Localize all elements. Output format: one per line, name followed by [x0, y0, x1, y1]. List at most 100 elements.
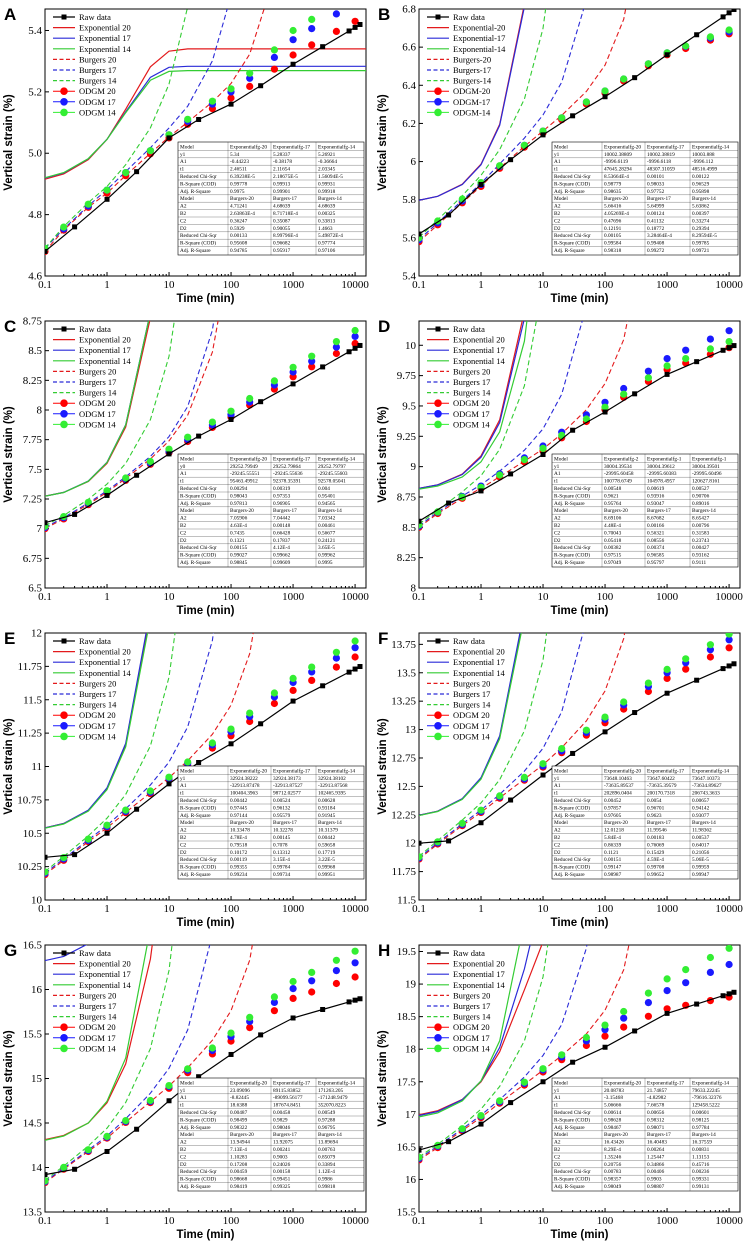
table-cell: 0.99652 — [647, 872, 665, 878]
table-cell: 0.00119 — [230, 857, 247, 863]
table-cell: D2 — [554, 226, 561, 232]
legend-swatch-marker — [435, 950, 441, 956]
table-cell: 7.66578 — [647, 1103, 665, 1109]
raw-data-point — [602, 1044, 608, 1050]
raw-data-point — [346, 669, 352, 675]
odgm-17-point — [332, 10, 340, 18]
table-cell: 0.00657 — [692, 798, 710, 804]
table-cell: A2 — [180, 204, 187, 210]
raw-data-point — [570, 750, 576, 756]
table-cell: 10003.888 — [692, 152, 715, 158]
table-cell: 0.97144 — [230, 813, 248, 819]
panel-letter: F — [378, 629, 388, 648]
odgm-14-point — [620, 698, 628, 706]
table-cell: Exponentialfg-1 — [692, 455, 727, 462]
legend-label: Burgers-20 — [453, 54, 491, 64]
odgm-14-point — [227, 407, 235, 415]
table-cell: 0.20756 — [604, 1162, 622, 1168]
odgm-14-point — [582, 726, 590, 734]
table-cell: 0.99325 — [273, 1184, 291, 1190]
odgm-14-point — [558, 1051, 566, 1059]
table-cell: Exponentialfg-17 — [273, 143, 310, 150]
plot-area — [419, 633, 737, 863]
table-cell: B2 — [180, 1147, 187, 1153]
odgm-14-point — [184, 115, 192, 123]
table-cell: 30004.39501 — [692, 464, 720, 470]
y-tick-label: 4.8 — [28, 209, 42, 221]
y-tick-label: 12.5 — [397, 781, 417, 793]
table-cell: 12.01218 — [604, 828, 624, 834]
legend-swatch-marker — [435, 14, 441, 20]
table-cell: 30004.39612 — [647, 464, 675, 470]
raw-data-point — [290, 1015, 296, 1021]
legend-label: Raw data — [453, 948, 485, 958]
odgm-17-point — [725, 960, 733, 969]
table-cell: 8.29E-4 — [604, 1147, 621, 1153]
odgm-20-point — [246, 82, 254, 90]
table-cell: Model — [180, 196, 194, 202]
odgm-14-point — [663, 362, 671, 370]
table-cell: Exponentialfg-20 — [230, 143, 267, 150]
table-cell: Model — [180, 820, 194, 826]
table-cell: 7.13E-4 — [230, 1147, 247, 1153]
legend-label: Exponential-17 — [453, 33, 505, 43]
panel-g-chart: G 0.1 1 10 100 1000 10000 13.5 14 14.5 15 15.5 16 16.… — [3, 940, 369, 1242]
raw-data-point — [508, 157, 514, 163]
table-cell: 0.99913 — [273, 181, 291, 187]
table-cell: R-Square (COD) — [180, 864, 216, 871]
odgm-14-point — [184, 1065, 192, 1073]
legend-swatch-marker — [60, 87, 68, 95]
table-cell: C2 — [554, 1154, 561, 1160]
raw-data-point — [446, 838, 452, 844]
table-cell: R-Square (COD) — [554, 240, 590, 247]
legend-swatch-marker — [434, 1034, 442, 1042]
table-cell: 0.18772 — [647, 226, 665, 232]
table-cell: Exponentialfg-20 — [230, 767, 267, 774]
exponential-20-line — [419, 321, 523, 489]
raw-data-point — [540, 132, 546, 138]
legend-swatch-marker — [60, 1044, 68, 1053]
odgm-14-point — [496, 1097, 504, 1105]
table-cell: 0.98322 — [230, 1125, 248, 1131]
table-cell: 0.98987 — [604, 872, 622, 878]
raw-data-point — [694, 677, 700, 683]
table-cell: Exponentialfg-14 — [692, 143, 729, 150]
table-cell: 0.89016 — [692, 501, 710, 507]
table-cell: 0.15429 — [647, 850, 665, 856]
panel-letter: C — [4, 317, 16, 336]
burgers-14-line — [45, 321, 175, 527]
table-cell: -89099.56177 — [273, 1095, 303, 1101]
x-tick-label: 100 — [597, 1215, 614, 1227]
y-tick-label: 10.75 — [17, 794, 42, 806]
table-cell: 0.97813 — [230, 501, 248, 507]
plot-area — [419, 321, 737, 531]
table-cell: 32924.38222 — [230, 776, 258, 782]
burgers-17-line — [419, 9, 585, 241]
legend-label: Burgers 17 — [79, 65, 116, 75]
table-cell: 0.95917 — [273, 248, 291, 254]
table-cell: A2 — [554, 828, 561, 834]
odgm-17-point — [725, 636, 733, 644]
table-cell: 0.00105 — [604, 233, 622, 239]
raw-data-point — [632, 1028, 638, 1034]
x-tick-label: 10000 — [715, 903, 743, 915]
panel-a-chart: A 0.1 1 10 100 1000 10000 4.6 4.8 5.0 5.2 5.4 Time (… — [3, 5, 369, 305]
x-tick-label: 10 — [538, 903, 550, 915]
table-cell: R-Square (COD) — [554, 864, 590, 871]
table-cell: Exponentialfg-20 — [604, 143, 641, 150]
raw-data-point — [726, 663, 732, 669]
table-cell: 0.9986 — [318, 1177, 333, 1183]
odgm-14-point — [601, 1021, 609, 1029]
x-tick-label: 0.1 — [412, 1215, 426, 1227]
odgm-14-point — [45, 868, 49, 876]
legend-label: Burgers 14 — [453, 1012, 491, 1022]
x-tick-label: 1 — [478, 1215, 484, 1227]
table-cell: Burgers-14 — [692, 1132, 716, 1138]
raw-data-point — [731, 989, 737, 995]
table-cell: 104978.4957 — [647, 479, 675, 485]
table-cell: Burgers-17 — [273, 508, 297, 514]
x-tick-label: 10000 — [341, 1215, 369, 1227]
odgm-14-point — [558, 431, 566, 439]
odgm-14-point — [146, 1096, 154, 1105]
table-cell: 13.94944 — [230, 1140, 250, 1146]
